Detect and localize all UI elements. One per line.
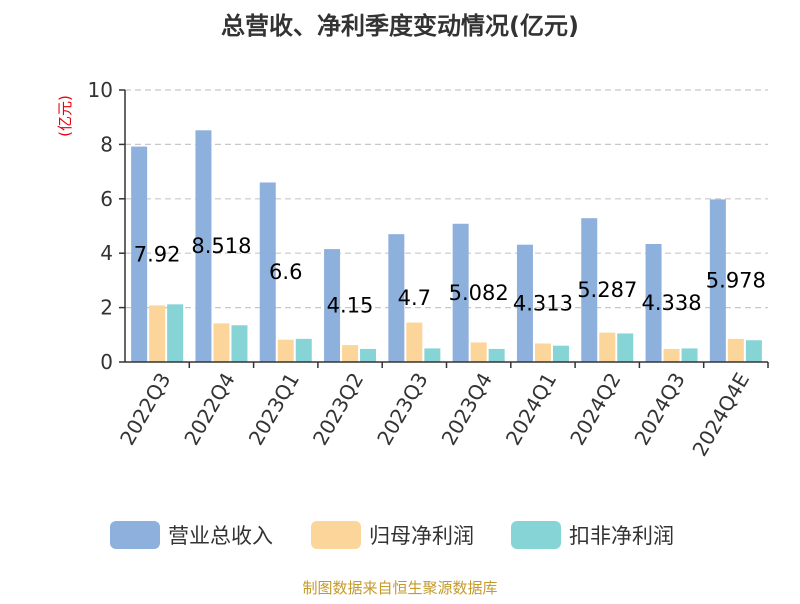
bar-3-2024q3[interactable] — [681, 348, 698, 362]
legend-item-2[interactable]: 归母净利润 — [311, 521, 474, 549]
data-label: 4.15 — [327, 294, 374, 318]
bar-3-2024q2[interactable] — [617, 333, 634, 362]
bar-2-2024q2[interactable] — [599, 332, 616, 362]
bar-3-2023q1[interactable] — [295, 338, 312, 362]
data-label: 7.92 — [134, 242, 181, 266]
legend-item-3[interactable]: 扣非净利润 — [511, 521, 674, 549]
data-label: 4.313 — [513, 291, 573, 315]
bar-1-2024q4e[interactable] — [709, 199, 726, 362]
data-label: 6.6 — [269, 260, 302, 284]
legend[interactable]: 营业总收入 归母净利润 扣非净利润 — [110, 521, 674, 549]
bar-2-2022q4[interactable] — [213, 323, 230, 362]
x-tick-label: 2023Q2 — [308, 369, 368, 450]
bar-2-2023q1[interactable] — [277, 339, 294, 362]
legend-label: 营业总收入 — [168, 524, 273, 548]
bar-1-2023q2[interactable] — [324, 249, 341, 362]
bar-3-2022q3[interactable] — [167, 304, 184, 362]
data-label: 4.7 — [398, 286, 431, 310]
x-tick-label: 2023Q1 — [244, 369, 304, 450]
y-tick-label: 10 — [88, 78, 113, 102]
x-tick-label: 2023Q3 — [372, 369, 432, 450]
y-tick-label: 4 — [100, 241, 113, 265]
bar-2-2023q3[interactable] — [406, 322, 423, 362]
bar-3-2024q4e[interactable] — [745, 340, 762, 362]
y-axis-label: (亿元) — [56, 95, 74, 137]
bar-2-2024q3[interactable] — [663, 348, 680, 362]
x-tick-label: 2024Q1 — [501, 369, 561, 450]
data-label: 4.338 — [641, 291, 701, 315]
legend-label: 扣非净利润 — [569, 524, 674, 548]
bar-3-2023q2[interactable] — [360, 348, 377, 362]
bar-2-2023q2[interactable] — [342, 345, 359, 362]
chart-title: 总营收、净利季度变动情况(亿元) — [221, 12, 579, 40]
bar-1-2023q4[interactable] — [452, 223, 469, 362]
bars-group — [131, 130, 762, 362]
legend-swatch — [110, 521, 160, 549]
bar-2-2022q3[interactable] — [149, 305, 166, 362]
source-note: 制图数据来自恒生聚源数据库 — [302, 579, 497, 597]
bar-1-2023q1[interactable] — [259, 182, 276, 362]
legend-label: 归母净利润 — [369, 524, 474, 548]
gridlines — [125, 89, 768, 309]
bar-1-2022q4[interactable] — [195, 130, 212, 362]
bar-3-2023q4[interactable] — [488, 348, 505, 362]
bar-1-2024q3[interactable] — [645, 244, 662, 362]
x-tick-label: 2022Q4 — [179, 369, 239, 450]
y-tick-label: 0 — [100, 350, 113, 374]
bar-2-2024q4e[interactable] — [727, 338, 744, 362]
data-label: 5.287 — [577, 278, 637, 302]
x-tick-label: 2024Q4E — [687, 369, 754, 461]
bar-2-2024q1[interactable] — [534, 343, 551, 362]
data-labels-group: 7.92 8.518 6.6 4.15 4.7 5.082 4.3135.2874.3385… — [134, 234, 766, 317]
y-tick-label: 6 — [100, 187, 113, 211]
legend-item-1[interactable]: 营业总收入 — [110, 521, 273, 549]
x-tick-label: 2024Q3 — [629, 369, 689, 450]
bar-1-2022q3[interactable] — [131, 146, 148, 362]
y-tick-label: 8 — [100, 132, 113, 156]
data-label: 5.082 — [449, 281, 509, 305]
bar-2-2023q4[interactable] — [470, 342, 487, 362]
data-label: 8.518 — [191, 234, 251, 258]
bar-3-2023q3[interactable] — [424, 348, 441, 362]
legend-swatch — [511, 521, 561, 549]
bar-3-2022q4[interactable] — [231, 325, 248, 362]
bar-1-2024q1[interactable] — [516, 244, 533, 362]
x-tick-label: 2024Q2 — [565, 369, 625, 450]
bar-3-2024q1[interactable] — [552, 345, 569, 362]
bar-1-2023q3[interactable] — [388, 234, 405, 362]
y-tick-label: 2 — [100, 296, 113, 320]
x-tick-label: 2023Q4 — [437, 369, 497, 450]
bar-1-2024q2[interactable] — [581, 218, 598, 362]
legend-swatch — [311, 521, 361, 549]
data-label: 5.978 — [706, 269, 766, 293]
x-tick-label: 2022Q3 — [115, 369, 175, 450]
